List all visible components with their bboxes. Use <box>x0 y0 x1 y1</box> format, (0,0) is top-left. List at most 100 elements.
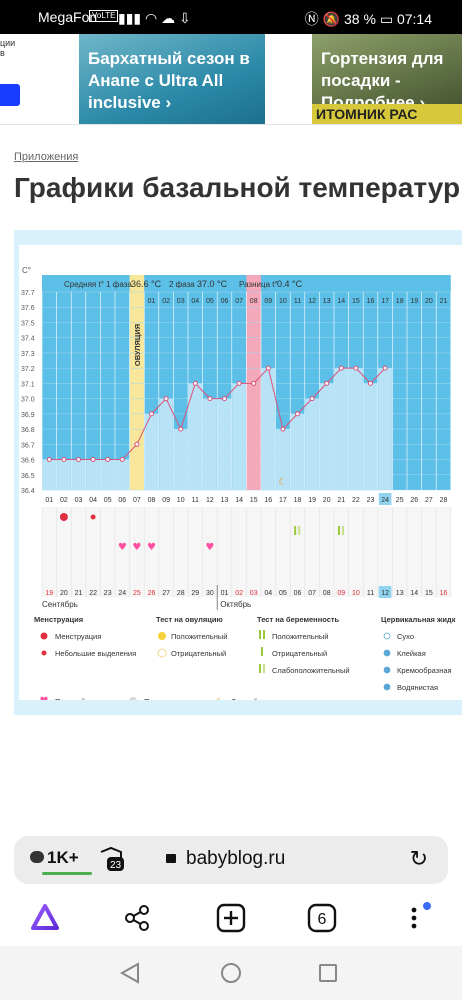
url-field[interactable]: babyblog.ru <box>166 848 285 870</box>
ad-partial-left[interactable]: ции в <box>0 34 22 124</box>
top-day-label: 21 <box>440 298 448 305</box>
y-tick-label: 36.9 <box>21 412 35 419</box>
current-day-highlight <box>378 493 392 505</box>
url-text: babyblog.ru <box>186 848 286 869</box>
light-bleeding-icon <box>90 514 96 520</box>
legend-cervical-icon <box>383 666 391 674</box>
temperature-point <box>338 365 344 371</box>
top-day-label: 20 <box>425 298 433 305</box>
ad-card-hortensia[interactable]: Гортензия для посадки - Подробнее › ИТОМ… <box>312 34 462 124</box>
status-right: Ⓝ 🔕 38 % ▭ 07:14 <box>305 9 432 29</box>
y-tick-label: 37.5 <box>21 320 35 327</box>
current-date-highlight <box>378 586 392 598</box>
legend-item: Отрицательный <box>171 649 226 658</box>
header-phase2-value: 37.0 °C <box>197 279 228 289</box>
legend-light-bleeding-icon <box>41 650 47 656</box>
top-day-label: 13 <box>323 298 331 305</box>
breadcrumb[interactable]: Приложения <box>14 151 79 163</box>
recents-icon[interactable] <box>319 964 337 982</box>
comments-count: 1K+ <box>47 848 79 867</box>
temperature-point <box>90 457 96 463</box>
legend-title: Менструация <box>34 615 83 624</box>
temperature-bar <box>71 459 86 490</box>
new-tab-button[interactable] <box>215 902 247 934</box>
nfc-icon: Ⓝ <box>304 11 319 27</box>
header-phase2-label: 2 фаза <box>169 280 195 289</box>
tabs-button[interactable]: 6 <box>306 902 338 934</box>
temperature-point <box>149 411 154 417</box>
temperature-bar <box>217 398 232 490</box>
bottom-day-label: 23 <box>367 497 375 504</box>
temperature-point <box>280 426 286 432</box>
reload-icon[interactable]: ↻ <box>409 846 428 871</box>
top-day-label: 04 <box>191 298 199 305</box>
date-label: 16 <box>440 590 448 597</box>
top-day-label: 01 <box>148 298 156 305</box>
legend-item: Водянистая <box>397 683 438 692</box>
header-phase1-value: 36.6 °C <box>131 279 162 289</box>
temperature-point <box>178 426 184 432</box>
temperature-bar <box>100 459 115 490</box>
temperature-bar <box>57 459 71 490</box>
more-vert-icon <box>411 902 431 929</box>
alice-button[interactable] <box>29 902 61 934</box>
temperature-point <box>382 365 388 371</box>
moon-icon: ☾ <box>278 477 287 488</box>
date-label: 04 <box>264 590 272 597</box>
top-day-label: 19 <box>410 298 418 305</box>
temperature-point <box>309 396 315 402</box>
ad-carousel: ции в Бархатный сезон в Анапе с Ultra Al… <box>0 34 462 124</box>
battery-icon: ▭ <box>379 11 394 27</box>
tabs-shield-button[interactable]: 23 <box>98 846 124 872</box>
top-day-label: 05 <box>206 298 214 305</box>
temperature-point <box>236 380 242 386</box>
top-day-label: 08 <box>250 298 258 305</box>
share-button[interactable] <box>121 902 153 934</box>
home-icon[interactable] <box>221 963 241 983</box>
temperature-bar <box>203 398 217 490</box>
temperature-point <box>295 411 300 417</box>
bbt-chart-frame: Средняя t° 1 фаза36.6 °C 2 фаза37.0 °C Раз… <box>14 230 462 715</box>
bottom-day-label: 24 <box>381 497 389 504</box>
y-tick-label: 37.1 <box>21 381 35 388</box>
back-icon[interactable] <box>119 962 139 984</box>
bottom-day-label: 17 <box>279 497 287 504</box>
date-label: 09 <box>337 590 345 597</box>
temperature-bar <box>42 459 57 490</box>
legend-cervical-icon <box>383 632 391 640</box>
comments-button[interactable]: 1K+ <box>30 848 92 875</box>
bottom-day-label: 21 <box>337 497 345 504</box>
intercourse-icon: ♥ <box>205 542 214 553</box>
y-tick-label: 36.8 <box>21 427 35 434</box>
temperature-point <box>265 365 271 371</box>
ad-card-anapa[interactable]: Бархатный сезон в Анапе с Ultra All incl… <box>79 34 265 124</box>
signal-wifi-icons: ▮▮▮ ◠ ☁ ⇩ <box>118 10 191 26</box>
date-label: 29 <box>191 590 199 597</box>
temperature-point <box>207 396 213 402</box>
menu-button[interactable] <box>398 902 431 934</box>
ad-partial-button[interactable] <box>0 84 20 106</box>
temperature-point <box>76 457 81 463</box>
temperature-bar <box>261 368 276 490</box>
bottom-day-label: 19 <box>308 497 316 504</box>
date-label: 21 <box>75 590 83 597</box>
date-label: 23 <box>104 590 112 597</box>
ovulation-label: ОВУЛЯЦИЯ <box>133 324 142 366</box>
bottom-nav: 6 <box>0 890 462 946</box>
date-label: 06 <box>294 590 302 597</box>
y-tick-label: 37.3 <box>21 351 35 358</box>
top-day-label: 18 <box>396 298 404 305</box>
legend-preg-weak-icon <box>259 664 261 673</box>
legend-item: Сухо <box>397 632 414 641</box>
legend-positive-ovulation-icon <box>158 632 166 640</box>
bottom-day-label: 04 <box>89 497 97 504</box>
temperature-bar <box>363 383 378 490</box>
bottom-day-label: 26 <box>410 497 418 504</box>
bottom-day-label: 25 <box>396 497 404 504</box>
temperature-bar <box>334 368 349 490</box>
intercourse-icon: ♥ <box>147 542 156 553</box>
date-label: 24 <box>118 590 126 597</box>
menstruation-icon <box>59 513 68 521</box>
legend-moon-icon: ☾ <box>216 697 225 700</box>
date-label: 01 <box>221 590 229 597</box>
